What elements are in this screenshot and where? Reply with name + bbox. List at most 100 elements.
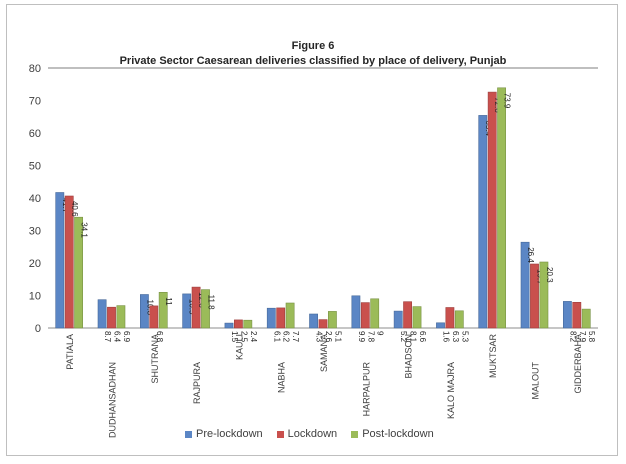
data-label: 6.9 (122, 331, 131, 343)
bar-pre-lockdown (436, 322, 445, 329)
legend-item-post-lockdown: Post-lockdown (351, 428, 434, 440)
y-tick-label: 20 (29, 258, 41, 270)
data-label: 5.2 (399, 331, 408, 343)
bar-lockdown (572, 301, 582, 329)
data-label: 26.4 (526, 247, 535, 263)
bar-pre-lockdown (562, 301, 572, 329)
bar-post-lockdown (74, 216, 83, 329)
data-label: 8.2 (568, 331, 577, 343)
bar-post-lockdown (327, 311, 337, 329)
y-tick-label: 10 (29, 291, 41, 303)
category-label: PATIALA (65, 334, 75, 370)
bar-lockdown (487, 91, 497, 329)
legend-label-pre-lockdown: Pre-lockdown (196, 428, 263, 440)
bar-pre-lockdown (55, 192, 65, 329)
data-label: 7.8 (366, 331, 375, 343)
data-label: 6.4 (113, 331, 122, 343)
data-label: 9.9 (357, 331, 366, 343)
y-tick-label: 30 (29, 226, 41, 238)
bar-lockdown (64, 195, 74, 329)
chart-frame (6, 4, 618, 456)
data-label: 5.1 (333, 331, 342, 343)
y-tick-label: 70 (29, 96, 41, 108)
bar-pre-lockdown (478, 115, 488, 329)
bar-post-lockdown (158, 291, 168, 329)
bar-lockdown (403, 301, 412, 329)
data-label: 6.1 (272, 331, 281, 343)
legend-swatch-lockdown (276, 430, 284, 438)
bar-post-lockdown (370, 298, 380, 329)
bar-pre-lockdown (351, 295, 361, 329)
data-label: 34.1 (80, 222, 89, 238)
category-label: MUKTSAR (488, 334, 498, 379)
data-label: 5.8 (587, 331, 596, 343)
bar-post-lockdown (539, 261, 549, 329)
category-label: SAMANA (319, 334, 329, 372)
legend-item-pre-lockdown: Pre-lockdown (185, 428, 263, 440)
chart-legend: Pre-lockdown Lockdown Post-lockdown (185, 426, 434, 442)
y-tick-label: 0 (35, 323, 41, 335)
bar-post-lockdown (116, 305, 126, 329)
y-tick-label: 60 (29, 128, 41, 140)
category-label: KAULI (234, 334, 244, 360)
chart-subtitle: Private Sector Caesarean deliveries clas… (119, 55, 507, 67)
legend-label-post-lockdown: Post-lockdown (362, 428, 434, 440)
bar-lockdown (445, 307, 455, 329)
y-tick-label: 40 (29, 193, 41, 205)
category-label: KALO MAJRA (446, 362, 456, 419)
bar-lockdown (530, 263, 539, 329)
y-tick-label: 50 (29, 161, 41, 173)
legend-label-lockdown: Lockdown (287, 428, 338, 440)
legend-swatch-pre-lockdown (185, 430, 192, 438)
chart-title: Figure 6 (291, 40, 335, 52)
category-label: GIDDERBAHA (573, 334, 583, 394)
bar-lockdown (191, 286, 201, 329)
bar-post-lockdown (285, 302, 295, 329)
bar-lockdown (276, 307, 286, 329)
category-label: HARPALPUR (361, 362, 371, 417)
category-label: MALOUT (531, 362, 541, 400)
bar-pre-lockdown (140, 294, 149, 329)
data-label: 2.4 (249, 331, 258, 343)
bar-pre-lockdown (393, 310, 403, 329)
data-label: 8.1 (409, 331, 418, 343)
data-label: 2.5 (239, 331, 248, 343)
data-label: 1.5 (230, 331, 239, 343)
data-label: 2.6 (324, 331, 333, 343)
data-label: 7.7 (291, 331, 300, 343)
data-label: 4.3 (315, 331, 324, 343)
data-label: 6.3 (451, 331, 460, 343)
data-label: 20.3 (545, 267, 554, 283)
category-label: DUDHANSADHAN (108, 362, 118, 438)
data-label: 11.8 (207, 295, 216, 311)
legend-swatch-post-lockdown (351, 430, 359, 438)
y-tick-label: 80 (29, 63, 41, 75)
bar-pre-lockdown (266, 307, 276, 329)
bar-lockdown (360, 302, 370, 329)
bar-pre-lockdown (309, 313, 318, 329)
data-label: 9 (376, 331, 385, 336)
data-label: 6.8 (155, 331, 164, 343)
category-label: NABHA (277, 362, 287, 393)
bar-post-lockdown (581, 308, 591, 329)
category-label: RAJPURA (192, 362, 202, 404)
bar-pre-lockdown (224, 322, 234, 329)
data-label: 11 (164, 297, 173, 306)
data-label: 6.2 (282, 331, 291, 343)
data-label: 7.9 (578, 331, 587, 343)
bar-pre-lockdown (182, 293, 192, 329)
bar-post-lockdown (201, 289, 210, 329)
bar-lockdown (149, 305, 159, 329)
bar-post-lockdown (454, 310, 464, 329)
category-label: SHUTRANA (150, 334, 160, 384)
data-label: 73.9 (503, 93, 512, 109)
data-label: 1.6 (442, 331, 451, 343)
data-label: 40.6 (70, 201, 79, 217)
data-label: 6.6 (418, 331, 427, 343)
bar-pre-lockdown (520, 241, 530, 329)
data-label: 5.3 (460, 331, 469, 343)
bar-post-lockdown (243, 319, 253, 329)
bar-lockdown (318, 319, 328, 329)
bar-lockdown (107, 306, 116, 329)
